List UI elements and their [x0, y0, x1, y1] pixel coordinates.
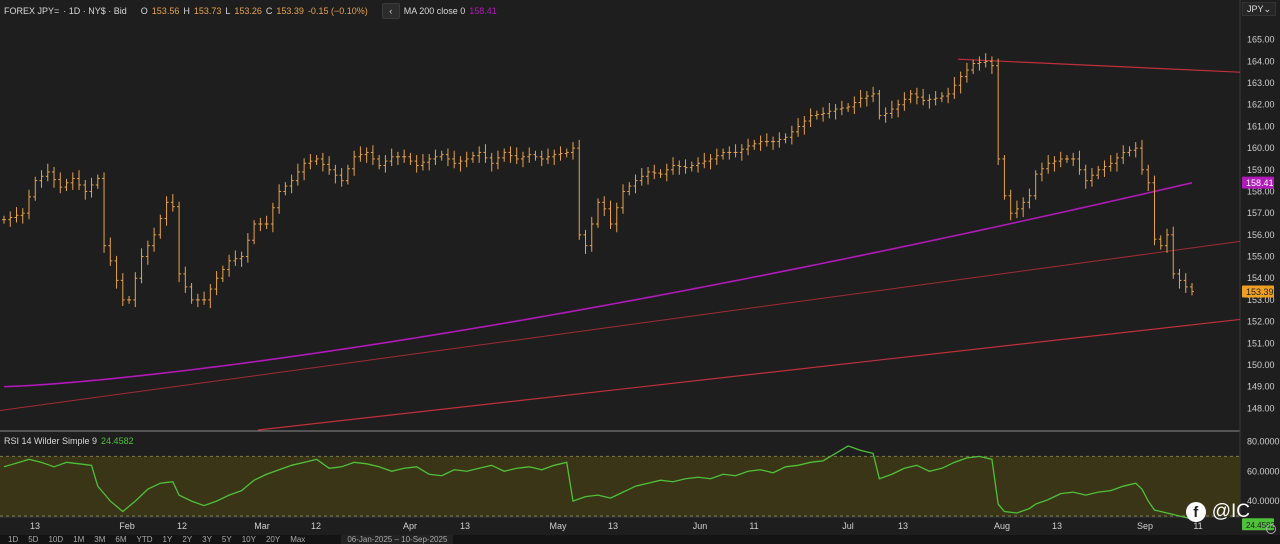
ma200-line: [3, 182, 1193, 388]
range-button-2y[interactable]: 2Y: [182, 535, 193, 544]
time-tick-label: May: [549, 521, 567, 531]
currency-label: JPY: [1247, 4, 1264, 14]
currency-select[interactable]: JPY ⌄: [1242, 2, 1276, 16]
rsi-line: [3, 445, 1193, 520]
last-price-tag-text: 153.39: [1246, 287, 1274, 297]
rsi-tick-label: 80.0000: [1247, 436, 1280, 446]
price-tick-label: 162.00: [1247, 100, 1275, 110]
price-tick-label: 163.00: [1247, 78, 1275, 88]
range-button-ytd[interactable]: YTD: [136, 535, 153, 544]
price-tick-label: 156.00: [1247, 230, 1275, 240]
price-tick-label: 148.00: [1247, 403, 1275, 413]
time-tick-label: 13: [460, 521, 470, 531]
low-label: L: [225, 6, 231, 16]
price-tick-label: 158.00: [1247, 186, 1275, 196]
price-tick-label: 154.00: [1247, 273, 1275, 283]
range-button-max[interactable]: Max: [290, 535, 306, 544]
price-tick-label: 152.00: [1247, 317, 1275, 327]
time-tick-label: Jun: [693, 521, 708, 531]
quote-header: FOREX JPY= · 1D · NY$ · Bid O 153.56 H 153…: [4, 3, 497, 19]
rsi-value: 24.4582: [101, 436, 134, 446]
time-tick-label: 13: [898, 521, 908, 531]
time-tick-label: 11: [1193, 521, 1202, 531]
rsi-header: RSI 14 Wilder Simple 9 24.4582: [4, 436, 134, 446]
time-tick-label: 12: [311, 521, 321, 531]
price-tick-label: 161.00: [1247, 121, 1275, 131]
price-tick-label: 157.00: [1247, 208, 1275, 218]
ma-price-tag-bg: [1242, 176, 1274, 189]
ohlc-bars: [2, 53, 1194, 309]
time-tick-label: 13: [30, 521, 40, 531]
time-tick-label: Mar: [254, 521, 270, 531]
price-tick-label: 160.00: [1247, 143, 1275, 153]
interval-label[interactable]: · 1D · NY$ · Bid: [63, 6, 127, 16]
close-label: C: [265, 6, 273, 16]
rsi-label[interactable]: RSI 14 Wilder Simple 9: [4, 436, 98, 446]
time-tick-label: 13: [608, 521, 618, 531]
price-tick-label: 151.00: [1247, 338, 1275, 348]
high-label: H: [183, 6, 190, 16]
chevron-left-icon[interactable]: ‹: [381, 3, 400, 19]
time-tick-label: Apr: [403, 521, 417, 531]
low-value: 153.26: [234, 6, 262, 16]
change-value: -0.15 (−0.10%): [307, 6, 368, 16]
symbol-label[interactable]: FOREX JPY=: [4, 6, 60, 16]
rsi-tick-label: 40.0000: [1247, 496, 1280, 506]
ma-price-tag: 158.41: [1242, 176, 1274, 189]
time-tick-label: 11: [749, 521, 758, 531]
open-label: O: [140, 6, 148, 16]
range-toolbar: 1D 5D 10D 1M 3M 6M YTD 1Y 2Y 3Y 5Y 10Y 20Y Max 06-Jan-…: [0, 535, 1280, 544]
price-tick-label: 165.00: [1247, 35, 1275, 45]
time-tick-label: 12: [177, 521, 187, 531]
social-handle: @IC: [1211, 501, 1250, 522]
time-tick-label: Sep: [1137, 521, 1153, 531]
social-badge: f @IC: [1185, 501, 1250, 523]
open-value: 153.56: [151, 6, 180, 16]
trendline-resistance: [957, 58, 1241, 73]
range-button-1m[interactable]: 1M: [73, 535, 85, 544]
close-value: 153.39: [276, 6, 304, 16]
range-button-20y[interactable]: 20Y: [265, 535, 281, 544]
price-tick-label: 153.00: [1247, 295, 1275, 305]
range-button-5d[interactable]: 5D: [28, 535, 39, 544]
rsi-band: [0, 456, 1240, 516]
time-tick-label: Aug: [994, 521, 1010, 531]
rsi-value-tag-text: 24.4582: [1246, 521, 1275, 530]
range-button-1d[interactable]: 1D: [8, 535, 19, 544]
range-button-5y[interactable]: 5Y: [221, 535, 232, 544]
time-tick-label: Feb: [119, 521, 135, 531]
trendline-upper: [0, 240, 1241, 411]
price-tick-label: 150.00: [1247, 360, 1275, 370]
price-tick-label: 155.00: [1247, 252, 1275, 262]
facebook-icon: f: [1185, 502, 1206, 522]
price-tick-label: 164.00: [1247, 56, 1275, 66]
range-button-10d[interactable]: 10D: [48, 535, 64, 544]
range-button-10y[interactable]: 10Y: [241, 535, 256, 544]
ma-value: 158.41: [469, 6, 497, 16]
high-value: 153.73: [193, 6, 222, 16]
time-tick-label: Jul: [842, 521, 854, 531]
ma-label[interactable]: MA 200 close 0: [403, 6, 466, 16]
time-tick-label: 13: [1052, 521, 1062, 531]
rsi-tick-label: 60.0000: [1247, 466, 1280, 476]
price-tick-label: 159.00: [1247, 165, 1275, 175]
range-button-6m[interactable]: 6M: [115, 535, 127, 544]
last-price-tag: 153.39: [1242, 285, 1274, 298]
ma-price-tag-text: 158.41: [1246, 178, 1274, 188]
price-tick-label: 149.00: [1247, 382, 1275, 392]
range-button-3m[interactable]: 3M: [94, 535, 106, 544]
chevron-down-icon: ⌄: [1263, 3, 1272, 14]
date-range[interactable]: 06-Jan-2025 – 10-Sep-2025: [341, 535, 454, 544]
crosshair-icon[interactable]: [1266, 524, 1276, 534]
last-price-tag-bg: [1242, 285, 1274, 298]
range-button-1y[interactable]: 1Y: [162, 535, 173, 544]
trendline-lower: [257, 318, 1241, 431]
range-button-3y[interactable]: 3Y: [202, 535, 212, 544]
